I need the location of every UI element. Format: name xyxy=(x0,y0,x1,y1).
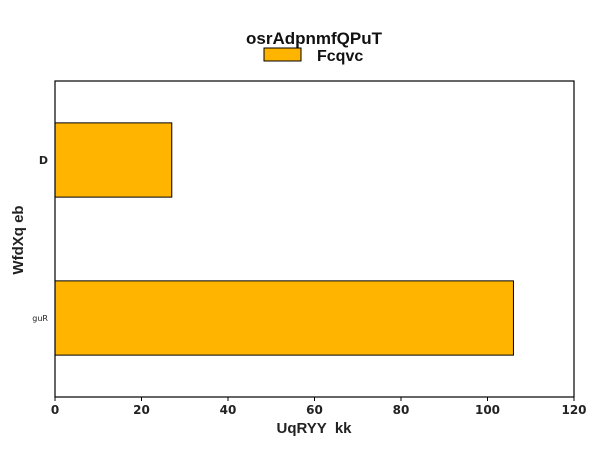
y-axis-label: WfdXq eb xyxy=(10,205,27,274)
legend-swatch xyxy=(263,47,302,62)
y-category-label: guR xyxy=(32,314,48,323)
legend: Fcqvc xyxy=(263,47,363,65)
chart-title: osrAdpnmfQPuT xyxy=(246,29,383,48)
x-tick-label: 120 xyxy=(561,403,586,417)
bars xyxy=(54,122,514,356)
x-tick-label: 100 xyxy=(475,403,500,417)
legend-label: Fcqvc xyxy=(317,48,363,65)
bar-guR xyxy=(54,280,514,356)
x-axis-label: UqRYY kk xyxy=(276,420,352,437)
x-tick-label: 80 xyxy=(393,403,410,417)
bar-D xyxy=(54,122,173,198)
x-tick-label: 20 xyxy=(133,403,150,417)
x-tick-label: 40 xyxy=(220,403,237,417)
y-category-label: D xyxy=(39,154,48,167)
x-axis-ticks: 0 20 40 60 80 100 120 xyxy=(51,397,587,417)
x-tick-label: 0 xyxy=(51,403,59,417)
x-tick-label: 60 xyxy=(306,403,323,417)
